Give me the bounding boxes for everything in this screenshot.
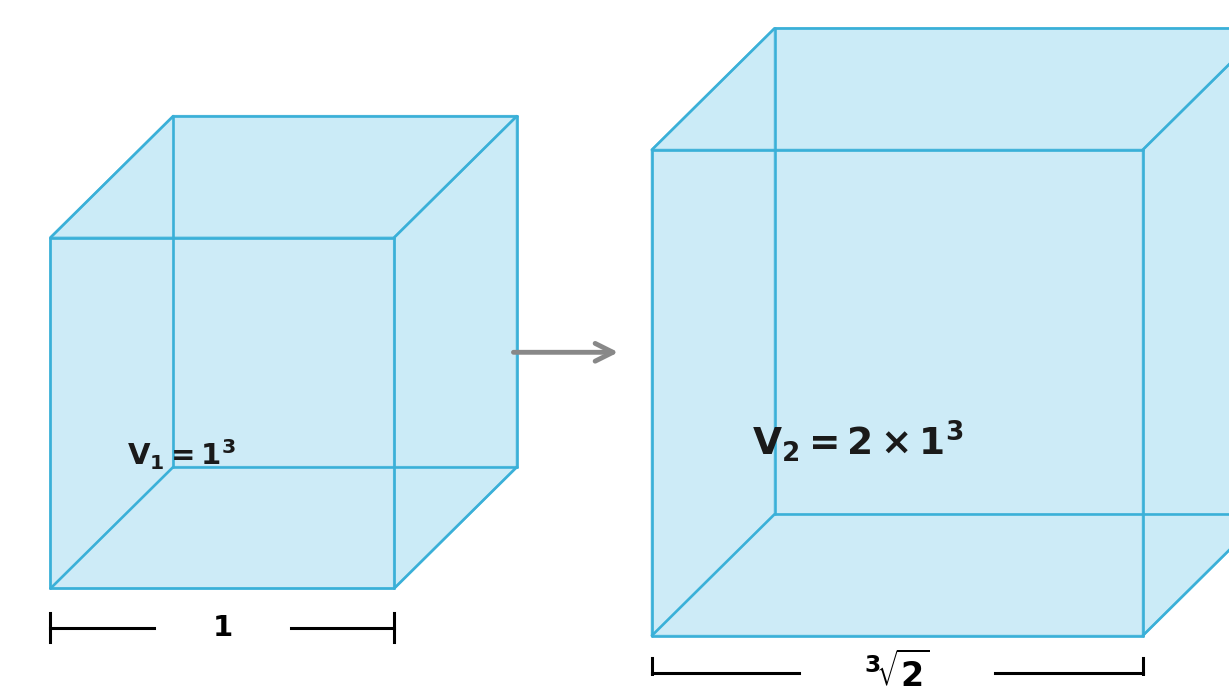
Polygon shape	[173, 116, 517, 467]
Polygon shape	[50, 116, 517, 237]
Text: $\mathbf{1}$: $\mathbf{1}$	[212, 614, 232, 642]
Polygon shape	[50, 467, 517, 589]
Text: $\mathbf{V_2 = 2 \times 1^3}$: $\mathbf{V_2 = 2 \times 1^3}$	[753, 419, 964, 464]
Polygon shape	[652, 29, 1230, 150]
Polygon shape	[775, 29, 1230, 514]
Polygon shape	[652, 29, 775, 635]
Polygon shape	[1143, 29, 1230, 635]
Text: $\mathbf{^3\!\sqrt{2}}$: $\mathbf{^3\!\sqrt{2}}$	[865, 651, 930, 694]
Polygon shape	[652, 150, 1143, 635]
Polygon shape	[50, 237, 394, 589]
Polygon shape	[50, 116, 173, 589]
Text: $\mathbf{V_1 = 1^3}$: $\mathbf{V_1 = 1^3}$	[127, 438, 235, 473]
Polygon shape	[652, 514, 1230, 635]
Polygon shape	[394, 116, 517, 589]
